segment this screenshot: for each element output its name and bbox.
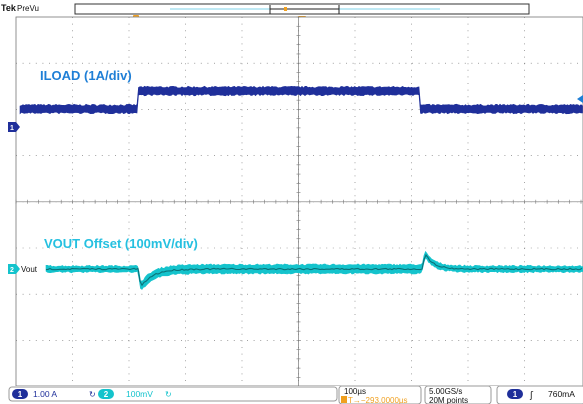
ch2-scale-readout[interactable]: 2 100mV ↻	[98, 389, 172, 399]
ch1-annotation: ILOAD (1A/div)	[40, 68, 132, 83]
svg-text:1: 1	[18, 390, 23, 399]
record-length: 20M points	[429, 396, 468, 404]
ch1-scale-readout[interactable]: 1 1.00 A ↻	[12, 389, 96, 399]
ch2-trace-core	[45, 253, 583, 287]
brand-label: Tek	[1, 3, 17, 13]
record-overview[interactable]	[74, 3, 530, 15]
acquisition-readout[interactable]: 5.00GS/s 20M points	[424, 385, 492, 404]
ch2-ground-marker[interactable]: 2	[8, 264, 20, 274]
ch2-annotation: VOUT Offset (100mV/div)	[44, 236, 198, 251]
mode-label: PreVu	[17, 4, 39, 13]
ch1-bw-icon: ↻	[89, 390, 96, 399]
trigger-slope-icon: ʃ	[529, 391, 534, 401]
status-bar: 1 1.00 A ↻ 2 100mV ↻ 100µs T→−293.0000µs…	[0, 385, 583, 404]
svg-text:2: 2	[104, 390, 109, 399]
trigger-position: T→−293.0000µs	[348, 396, 408, 404]
ch1-offset-marker[interactable]	[577, 95, 583, 103]
ch2-trace	[45, 250, 583, 290]
ch1-ground-marker[interactable]: 1	[8, 122, 20, 132]
timebase-readout[interactable]: 100µs T→−293.0000µs	[338, 385, 422, 404]
svg-text:1: 1	[513, 390, 518, 399]
trigger-readout[interactable]: 1 ʃ 760mA	[496, 385, 583, 404]
ch2-label: Vout	[21, 265, 38, 274]
ch2-vout-waveform	[45, 250, 583, 290]
sample-rate: 5.00GS/s	[429, 387, 462, 396]
ch1-scale: 1.00 A	[33, 389, 57, 399]
svg-text:1: 1	[10, 125, 14, 132]
ch2-scale: 100mV	[126, 389, 153, 399]
timebase: 100µs	[344, 387, 366, 396]
ch2-bw-icon: ↻	[165, 390, 172, 399]
trigger-level: 760mA	[548, 389, 575, 399]
svg-text:2: 2	[10, 267, 14, 274]
